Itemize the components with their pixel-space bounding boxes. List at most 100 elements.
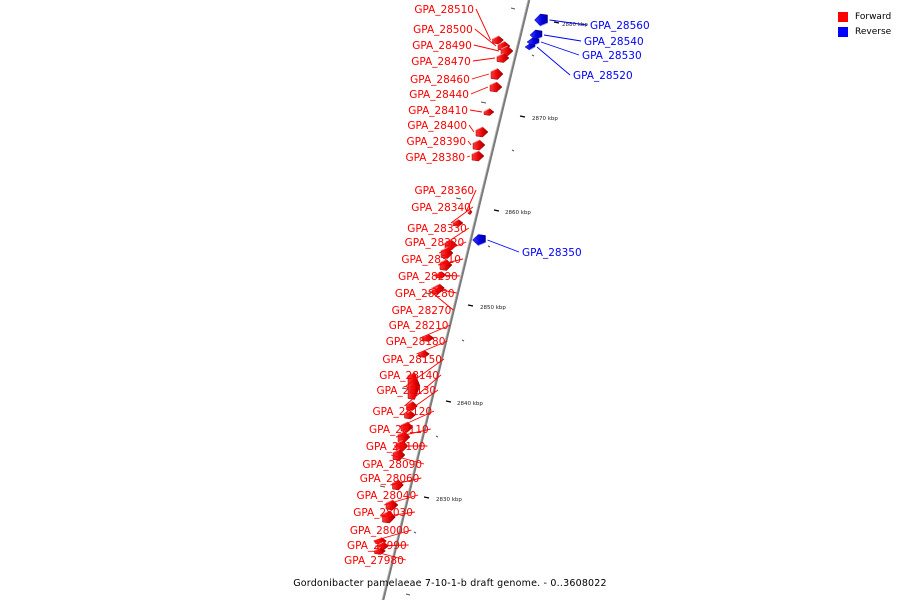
minor-ticks	[379, 7, 535, 596]
reverse-swatch	[838, 26, 848, 37]
gene-arrow-highlight	[397, 431, 405, 435]
label-leader-line	[373, 529, 412, 542]
gene-label[interactable]: GPA_28340	[411, 202, 471, 214]
gene-label[interactable]: GPA_28390	[406, 136, 466, 148]
gene-label[interactable]: GPA_28410	[408, 105, 468, 117]
label-leader-line	[467, 140, 472, 146]
gene-arrow-highlight	[395, 440, 403, 444]
gene-label[interactable]: GPA_28490	[412, 40, 472, 52]
label-leader-line	[536, 46, 571, 76]
forward-swatch	[838, 11, 848, 22]
gene-arrow-highlight	[500, 45, 508, 50]
gene-label[interactable]: GPA_28100	[366, 441, 426, 453]
label-leader-line	[438, 241, 467, 254]
gene-label[interactable]: GPA_28460	[410, 74, 470, 86]
gene-label[interactable]: GPA_28030	[353, 507, 413, 519]
label-leader-line	[402, 389, 439, 416]
gene-label[interactable]: GPA_28540	[584, 36, 644, 48]
gene-arrow-highlight	[440, 247, 448, 251]
axis-tick-label: 2870 kbp	[532, 116, 558, 122]
gene-arrow-highlight	[392, 449, 400, 453]
gene-label[interactable]: GPA_28210	[389, 320, 449, 332]
gene-label[interactable]: GPA_28180	[386, 336, 446, 348]
forward-gene-feature	[406, 401, 418, 411]
gene-label[interactable]: GPA_28000	[350, 525, 410, 537]
gene-label[interactable]: GPA_28110	[369, 424, 429, 436]
gene-arrow-highlight	[439, 259, 447, 263]
gene-arrow-highlight	[475, 126, 483, 131]
label-leader-lines	[372, 8, 588, 561]
label-leader-line	[429, 290, 454, 311]
forward-gene-feature	[471, 150, 485, 162]
forward-gene-feature	[374, 547, 386, 555]
label-leader-line	[405, 358, 445, 387]
gene-label[interactable]: GPA_28140	[379, 370, 439, 382]
gene-label[interactable]: GPA_28290	[398, 271, 458, 283]
gene-label[interactable]: GPA_28520	[573, 70, 633, 82]
gene-label[interactable]: GPA_28350	[522, 247, 582, 259]
gene-label[interactable]: GPA_28500	[413, 24, 473, 36]
reverse-gene-arrow	[472, 234, 486, 246]
gene-label[interactable]: GPA_28280	[395, 288, 455, 300]
axis-tick-label: 2880 kbp	[562, 22, 588, 28]
label-leader-line	[398, 410, 435, 428]
gene-label[interactable]: GPA_28400	[407, 120, 467, 132]
gene-label[interactable]: GPA_28310	[401, 254, 461, 266]
reverse-gene-feature	[472, 234, 486, 246]
minor-tick	[435, 435, 439, 438]
gene-label[interactable]: GPA_28530	[582, 50, 642, 62]
gene-label[interactable]: GPA_28270	[392, 305, 452, 317]
gene-label[interactable]: GPA_28440	[409, 89, 469, 101]
minor-tick	[511, 149, 515, 152]
label-leader-line	[469, 109, 483, 113]
axis-tick-label: 2850 kbp	[480, 305, 506, 311]
label-leader-line	[390, 454, 425, 465]
gene-arrow-highlight	[404, 410, 411, 415]
legend-item-reverse: Reverse	[838, 24, 891, 39]
forward-gene-feature	[382, 510, 396, 524]
gene-label[interactable]: GPA_28150	[382, 354, 442, 366]
gene-label[interactable]: GPA_28360	[414, 185, 474, 197]
forward-gene-arrow	[472, 139, 486, 151]
label-leader-line	[404, 374, 442, 407]
gene-arrow-highlight	[435, 271, 442, 275]
label-leader-line	[468, 124, 475, 133]
axis-tick-label: 2860 kbp	[505, 210, 531, 216]
minor-tick	[510, 7, 516, 10]
gene-arrow-highlight	[433, 283, 440, 288]
gene-label[interactable]: GPA_28130	[376, 385, 436, 397]
forward-gene-feature	[407, 372, 421, 400]
label-leader-line	[395, 428, 431, 438]
forward-gene-feature	[452, 219, 464, 227]
label-leader-line	[416, 340, 448, 355]
forward-gene-feature	[385, 499, 399, 511]
label-leader-line	[487, 239, 520, 253]
forward-gene-arrow	[483, 108, 495, 116]
gene-label[interactable]: GPA_28470	[411, 56, 471, 68]
gene-label[interactable]: GPA_28330	[407, 223, 467, 235]
label-leader-line	[472, 57, 496, 62]
minor-tick	[487, 245, 491, 248]
gene-arrow-highlight	[471, 150, 479, 155]
gene-label[interactable]: GPA_28320	[405, 237, 465, 249]
gene-label[interactable]: GPA_28090	[362, 459, 422, 471]
gene-label[interactable]: GPA_28060	[360, 473, 420, 485]
label-leader-line	[372, 550, 406, 561]
gene-label[interactable]: GPA_28560	[590, 20, 650, 32]
gene-label[interactable]: GPA_27990	[347, 540, 407, 552]
axis-tick-mark	[519, 115, 526, 118]
gene-arrow-highlight	[483, 108, 490, 112]
gene-arrow-highlight	[382, 510, 390, 515]
gene-label[interactable]: GPA_28120	[372, 406, 432, 418]
forward-gene-arrow	[471, 150, 485, 162]
label-leader-line	[470, 86, 489, 95]
gene-label[interactable]: GPA_28380	[405, 152, 465, 164]
label-leader-line	[383, 494, 419, 506]
legend: Forward Reverse	[838, 9, 891, 39]
forward-gene-feature	[483, 108, 495, 116]
gene-label[interactable]: GPA_28040	[357, 490, 417, 502]
gene-label[interactable]: GPA_28510	[414, 4, 474, 16]
label-leader-line	[442, 227, 470, 246]
gene-label[interactable]: GPA_27980	[344, 555, 404, 567]
